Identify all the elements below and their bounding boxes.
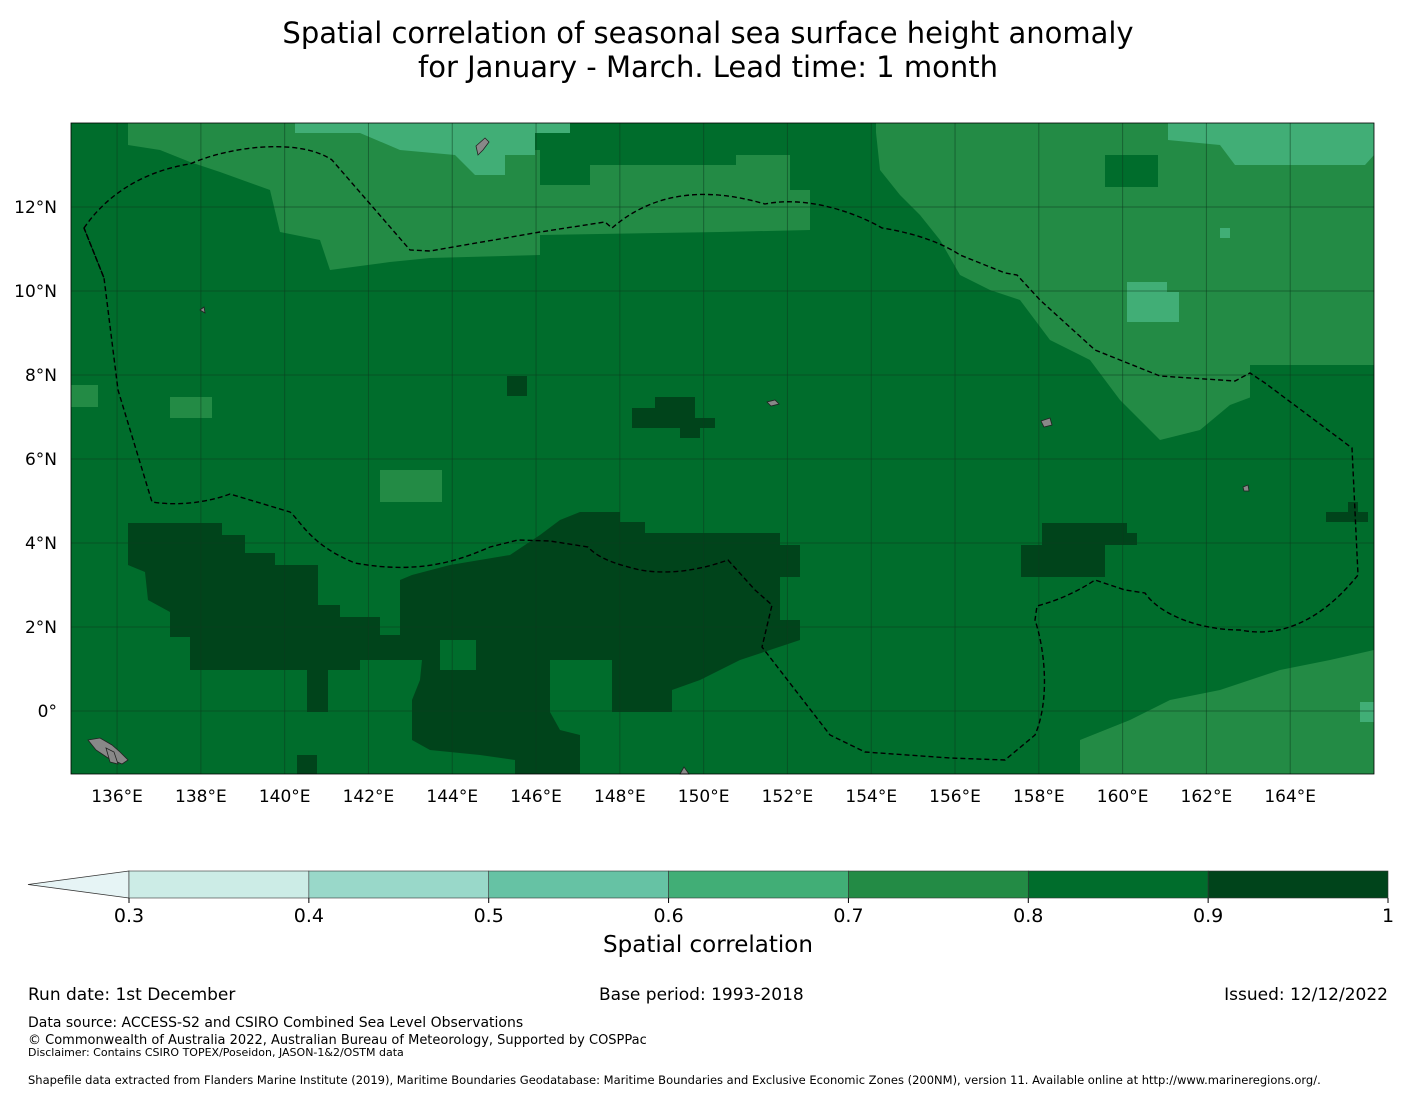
x-tick-label: 142°E — [343, 787, 395, 807]
colorbar-label: Spatial correlation — [603, 932, 813, 958]
copyright: © Commonwealth of Australia 2022, Austra… — [28, 1033, 647, 1048]
field-region-0.7-north-west — [128, 123, 810, 270]
colorbar-tick-label: 0.9 — [1193, 905, 1223, 927]
chart-title-line-2: for January - March. Lead time: 1 month — [418, 50, 998, 84]
y-tick-label: 0° — [38, 702, 57, 722]
field-patch-0.9-south — [297, 755, 317, 774]
correlation-field — [71, 123, 1374, 774]
map-frame — [70, 122, 1375, 775]
x-tick-label: 138°E — [175, 787, 227, 807]
colorbar-tick-label: 1 — [1382, 905, 1394, 927]
field-region-0.7-south-east — [1080, 650, 1374, 774]
x-tick-label: 162°E — [1181, 787, 1233, 807]
map-figure: 136°E 138°E 140°E 142°E 144°E 146°E 148°E 150°E… — [14, 122, 1394, 927]
field-patch-0.8-north-east — [1105, 155, 1158, 187]
x-tick-label: 148°E — [594, 787, 646, 807]
x-tick-label: 152°E — [762, 787, 814, 807]
island-sw-b — [105, 747, 119, 765]
colorbar-tick-label: 0.7 — [833, 905, 863, 927]
x-tick-label: 136°E — [91, 787, 143, 807]
field-region-0.6-north-a — [295, 123, 570, 175]
kosrae-island — [1242, 484, 1250, 492]
field-patch-0.8-inner — [440, 640, 476, 670]
base-period: Base period: 1993-2018 — [599, 985, 804, 1005]
x-tick-label: 158°E — [1013, 787, 1065, 807]
land-masses — [87, 137, 1250, 775]
field-patch-0.8-north — [736, 123, 876, 155]
colorbar-segment — [1027, 870, 1209, 899]
field-patch-0.7-a — [170, 397, 212, 418]
field-patch-0.6-d — [1220, 228, 1230, 238]
field-patch-0.7-b — [380, 470, 442, 502]
colorbar-tick-label: 0.8 — [1013, 905, 1043, 927]
field-patch-0.9-east — [1021, 523, 1137, 577]
colorbar-extend-min — [27, 870, 130, 899]
issued-date: Issued: 12/12/2022 — [1224, 985, 1388, 1005]
x-tick-label: 140°E — [259, 787, 311, 807]
disclaimer: Disclaimer: Contains CSIRO TOPEX/Poseido… — [28, 1046, 404, 1059]
colorbar-segment — [488, 870, 669, 899]
eez-boundaries — [83, 146, 1359, 761]
chart-title-line-1: Spatial correlation of seasonal sea surf… — [282, 16, 1134, 50]
gridlines — [71, 123, 1374, 774]
field-patch-0.8-east — [1250, 365, 1374, 455]
pohnpei-island — [1040, 417, 1053, 428]
y-tick-label: 12°N — [14, 198, 57, 218]
colorbar-segment — [848, 870, 1029, 899]
colorbar-tick-label: 0.6 — [653, 905, 683, 927]
x-tick-label: 164°E — [1264, 787, 1316, 807]
x-tick-label: 160°E — [1097, 787, 1149, 807]
guam-island — [475, 137, 490, 156]
x-axis-ticks: 136°E 138°E 140°E 142°E 144°E 146°E 148°E 150°E… — [91, 787, 1316, 807]
colorbar-tick-label: 0.5 — [474, 905, 504, 927]
island-palau — [199, 306, 206, 314]
field-region-0.6-north-b — [1168, 123, 1374, 165]
x-tick-label: 156°E — [929, 787, 981, 807]
y-tick-label: 4°N — [25, 534, 57, 554]
run-date: Run date: 1st December — [28, 985, 236, 1005]
y-tick-label: 6°N — [25, 450, 57, 470]
eez-boundary-fsm — [83, 146, 1359, 761]
colorbar-tick-label: 0.4 — [294, 905, 324, 927]
chuuk-island — [766, 399, 780, 407]
eez-boundary-segment — [83, 227, 105, 279]
x-tick-label: 144°E — [426, 787, 478, 807]
x-tick-label: 146°E — [510, 787, 562, 807]
colorbar-tick-label: 0.3 — [114, 905, 144, 927]
field-patch-0.6-b — [1127, 292, 1179, 322]
data-source: Data source: ACCESS-S2 and CSIRO Combine… — [28, 1015, 524, 1031]
y-tick-label: 10°N — [14, 282, 57, 302]
colorbar-segment — [668, 870, 849, 899]
colorbar-segment — [308, 870, 490, 899]
colorbar-segment — [128, 870, 310, 899]
y-tick-label: 8°N — [25, 366, 57, 386]
y-tick-label: 2°N — [25, 618, 57, 638]
field-patch-0.9-far-east — [1326, 502, 1368, 522]
shapefile-credit: Shapefile data extracted from Flanders M… — [28, 1073, 1321, 1087]
field-patch-0.7-west — [71, 385, 98, 407]
colorbar-segment — [1207, 870, 1389, 899]
field-patch-0.9-small — [507, 376, 527, 396]
x-tick-label: 150°E — [678, 787, 730, 807]
field-region-0.7-north-east — [875, 123, 1374, 450]
y-axis-ticks: 12°N 10°N 8°N 6°N 4°N 2°N 0° — [14, 198, 57, 722]
field-patch-0.9-north — [632, 397, 715, 438]
x-tick-label: 154°E — [845, 787, 897, 807]
field-patch-0.6-c — [1360, 702, 1374, 722]
colorbar: 0.3 0.4 0.5 0.6 0.7 0.8 0.9 1 — [27, 870, 1394, 927]
